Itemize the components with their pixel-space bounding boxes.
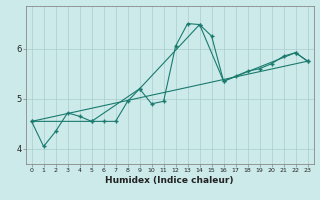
- X-axis label: Humidex (Indice chaleur): Humidex (Indice chaleur): [105, 176, 234, 185]
